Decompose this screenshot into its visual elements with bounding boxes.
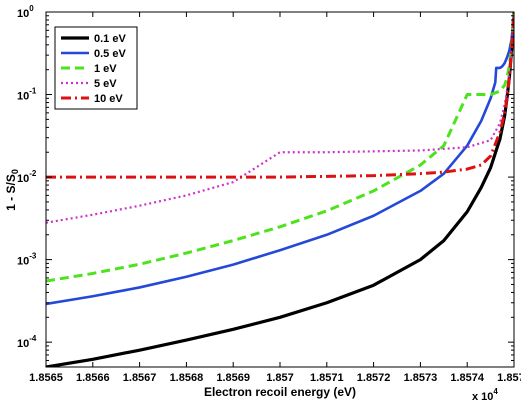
y-tick-label: 100: [17, 4, 34, 20]
y-tick-label: 10-4: [17, 334, 37, 350]
ticks-layer: 1.8565 1.8566 1.8567 1.8568 1.8569 1.857 1.857…: [17, 4, 521, 384]
y-tick-label: 10-3: [17, 252, 37, 268]
x-tick-label: 1.8566: [76, 372, 110, 384]
y-axis-title-subscript: 0: [10, 169, 20, 174]
x-tick-label: 1.8568: [170, 372, 204, 384]
x-tick-label: 1.8569: [216, 372, 250, 384]
x-tick-label: 1.8575: [497, 372, 521, 384]
x-axis-title: Electron recoil energy (eV): [204, 385, 356, 399]
x-tick-label: 1.8574: [450, 372, 485, 384]
y-tick-label: 10-1: [17, 87, 37, 103]
series-line-1: [46, 12, 514, 306]
y-axis-title: 1 - S/S0: [4, 169, 20, 211]
legend-label-3: 5 eV: [94, 78, 117, 90]
x-axis-multiplier-exponent: 4: [493, 387, 498, 396]
x-tick-label: 1.8567: [123, 372, 157, 384]
x-axis-multiplier-base: x 10: [472, 391, 493, 403]
series-line-4: [46, 12, 514, 179]
legend-label-4: 10 eV: [94, 93, 123, 105]
series-layer: [46, 12, 514, 367]
legend-label-2: 1 eV: [94, 63, 117, 75]
x-tick-label: 1.8572: [357, 372, 391, 384]
y-tick-label: 10-2: [17, 169, 37, 185]
x-tick-label: 1.8565: [29, 372, 63, 384]
x-tick-label: 1.8573: [404, 372, 438, 384]
x-tick-label: 1.857: [266, 372, 294, 384]
x-axis-multiplier: x 104: [472, 387, 498, 403]
x-tick-label: 1.8571: [310, 372, 344, 384]
legend-label-1: 0.5 eV: [94, 48, 126, 60]
series-line-2: [46, 12, 514, 283]
legend-label-0: 0.1 eV: [94, 33, 126, 45]
legend: 0.1 eV 0.5 eV 1 eV 5 eV 10 eV: [54, 26, 138, 110]
